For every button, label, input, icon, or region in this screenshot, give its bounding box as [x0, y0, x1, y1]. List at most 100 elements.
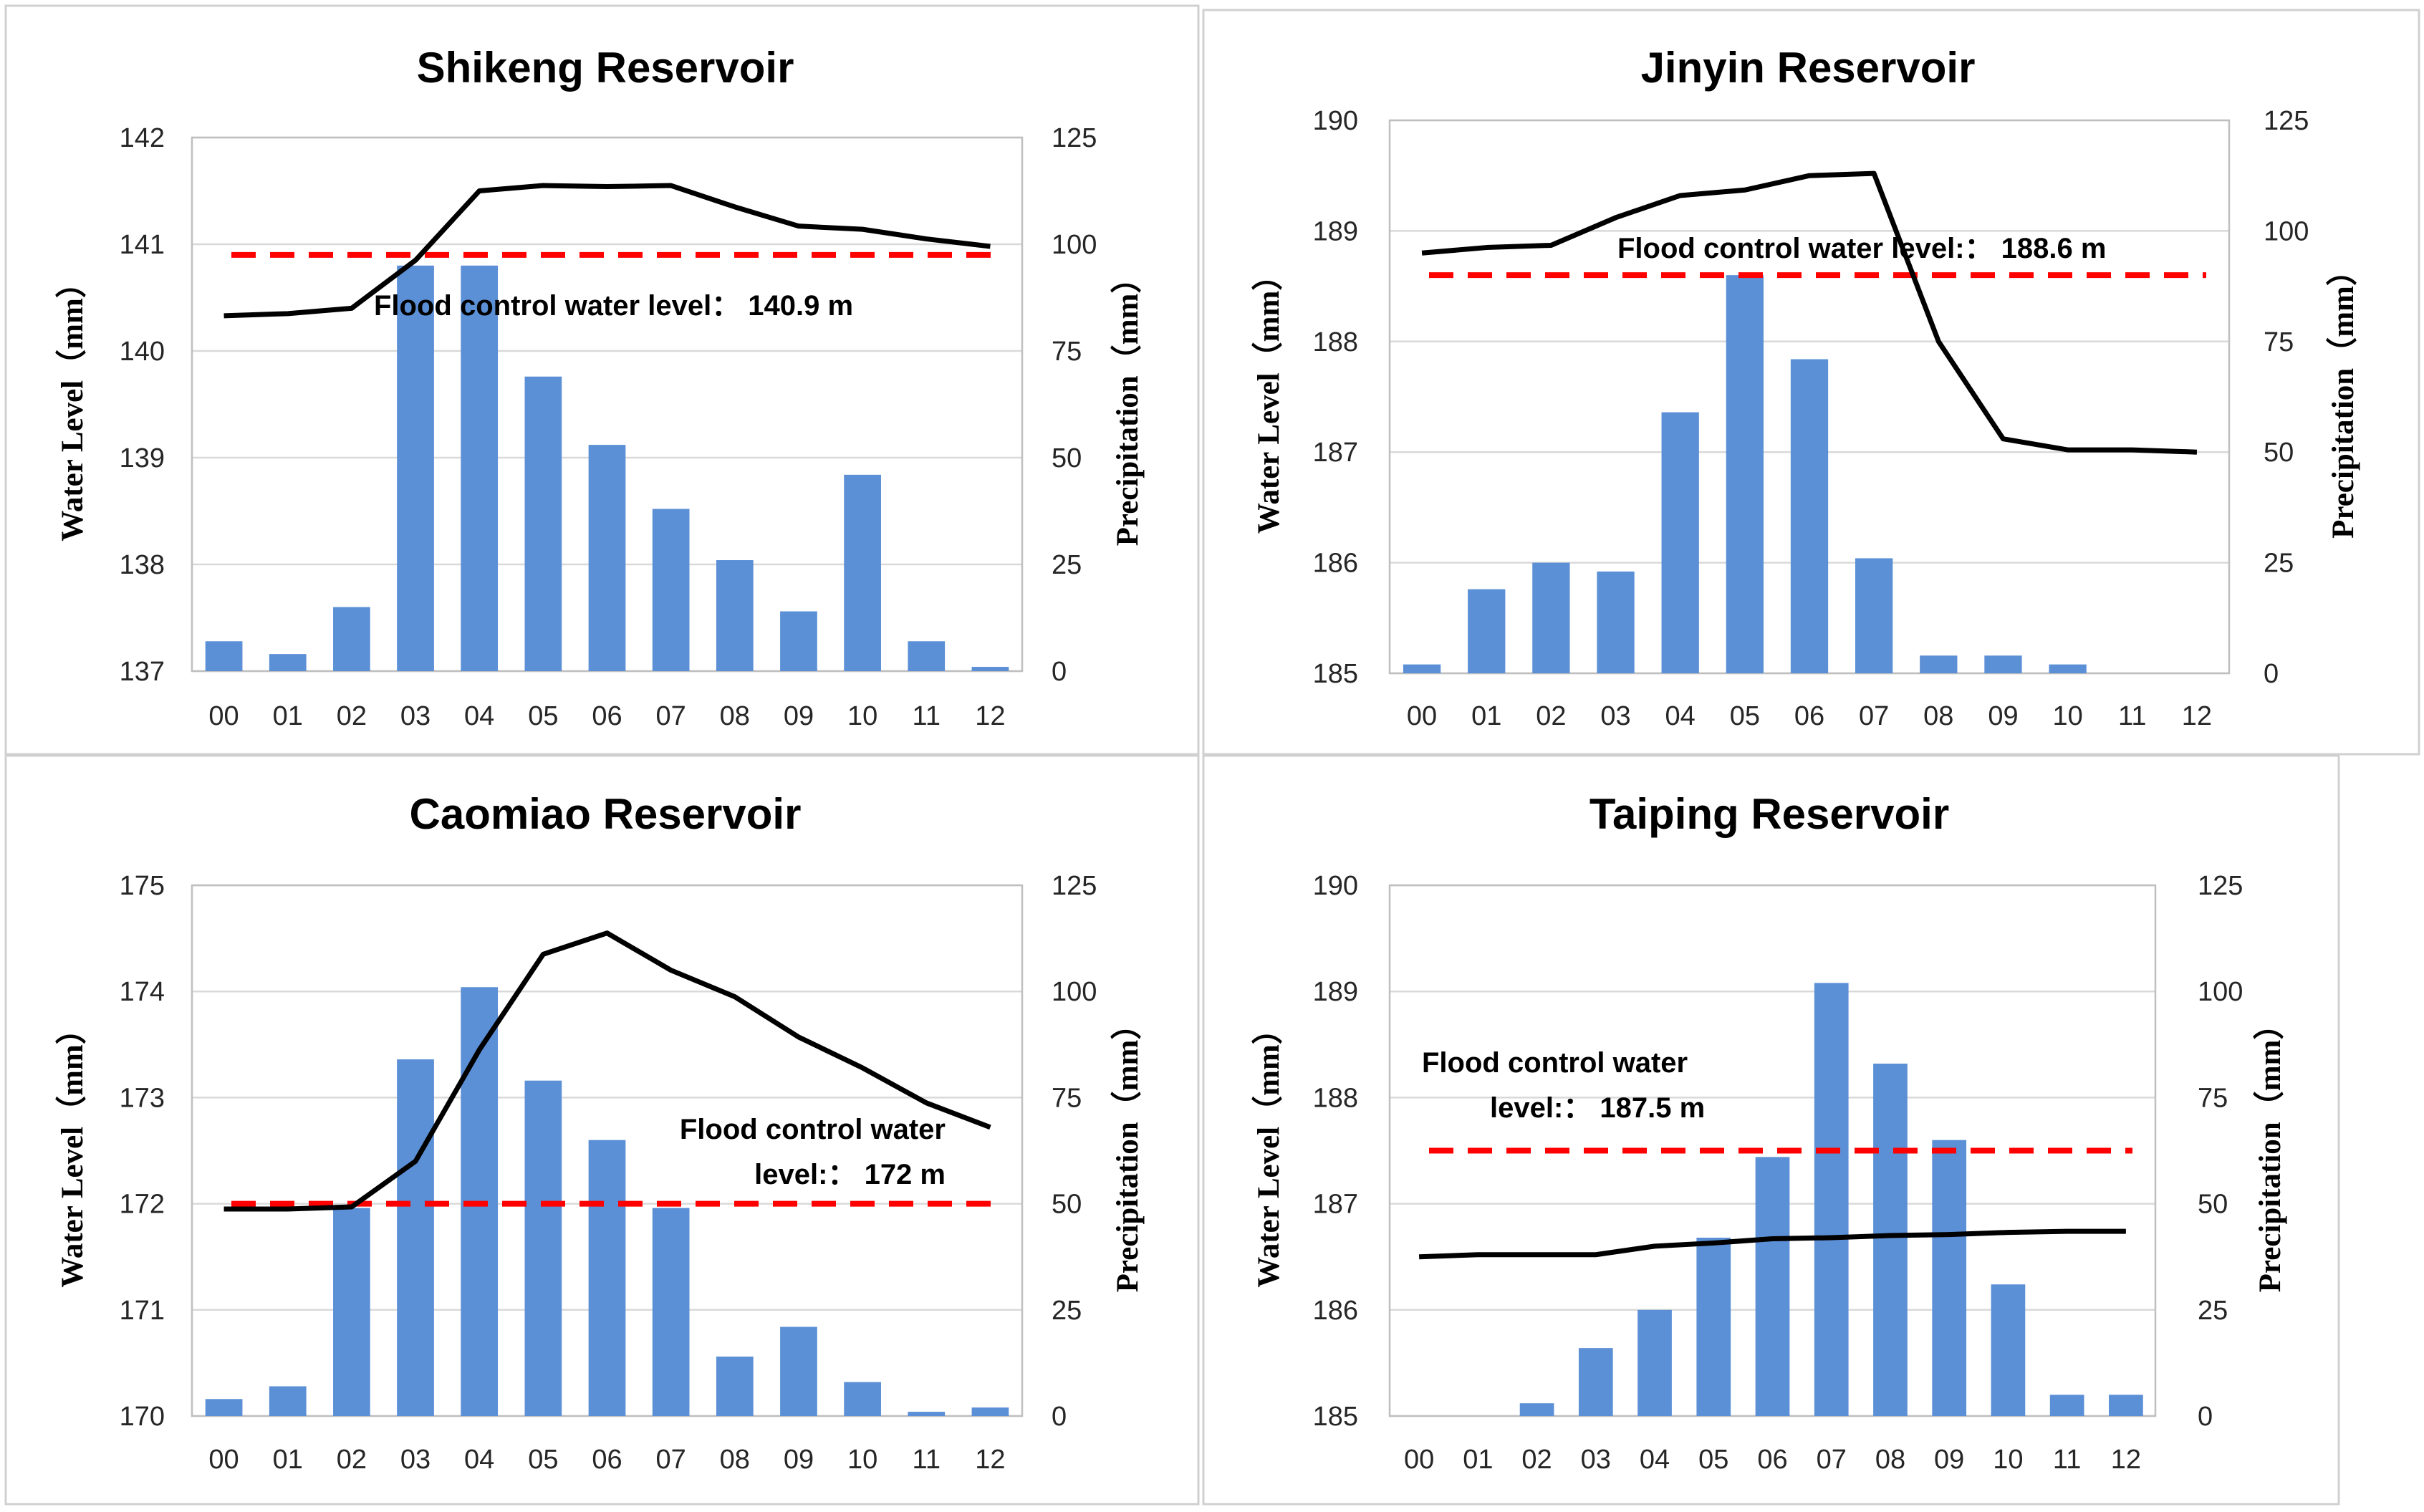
- precip-bar-12: [971, 1407, 1009, 1416]
- precip-bar-06: [1755, 1157, 1790, 1416]
- precip-bar-09: [1932, 1140, 1967, 1416]
- precip-bar-11: [908, 1412, 946, 1416]
- precip-bar-00: [205, 1399, 243, 1416]
- precip-bar-01: [269, 654, 307, 671]
- left-tick-label: 188: [1313, 327, 1358, 357]
- left-tick-label: 142: [120, 123, 165, 153]
- precip-bar-04: [461, 265, 499, 671]
- precip-bar-08: [1873, 1063, 1908, 1416]
- y2-axis-title: Precipitation（mm）: [2253, 1009, 2287, 1293]
- left-tick-label: 170: [120, 1402, 165, 1432]
- precip-bar-02: [333, 1208, 370, 1416]
- precip-bar-02: [1519, 1403, 1554, 1416]
- precip-bar-10: [1991, 1284, 2026, 1416]
- x-tick-label: 09: [784, 1445, 814, 1475]
- x-tick-label: 07: [656, 1445, 686, 1475]
- left-tick-label: 189: [1313, 216, 1358, 246]
- x-tick-label: 05: [1730, 701, 1760, 731]
- precip-bar-07: [1814, 983, 1849, 1416]
- x-tick-label: 07: [656, 701, 686, 731]
- left-tick-label: 186: [1313, 1296, 1358, 1326]
- y2-axis-title: Precipitation（mm）: [2326, 255, 2360, 539]
- precip-bar-10: [844, 474, 881, 671]
- flood-level-label: Flood control water level:： 188.6 m: [1617, 233, 2106, 264]
- x-tick-label: 08: [720, 701, 750, 731]
- x-tick-label: 00: [208, 1445, 239, 1475]
- left-tick-label: 188: [1313, 1083, 1358, 1113]
- precip-bar-05: [524, 376, 562, 671]
- precip-bar-05: [524, 1080, 562, 1416]
- x-tick-label: 01: [273, 1445, 303, 1475]
- precip-bar-08: [716, 1357, 754, 1416]
- y-axis-title: Water Level（mm）: [55, 1013, 90, 1288]
- chart-title: Taiping Reservoir: [1589, 790, 1949, 838]
- x-tick-label: 03: [1581, 1445, 1611, 1475]
- x-tick-label: 02: [337, 701, 367, 731]
- right-tick-label: 125: [2264, 106, 2309, 136]
- y2-axis-title: Precipitation（mm）: [1110, 263, 1145, 546]
- y-axis-title: Water Level（mm）: [1251, 1013, 1286, 1288]
- right-tick-label: 25: [1052, 550, 1082, 580]
- flood-level-label-line2: level:： 187.5 m: [1490, 1092, 1705, 1124]
- x-tick-label: 04: [464, 1445, 494, 1475]
- x-tick-label: 09: [1988, 701, 2018, 731]
- left-tick-label: 138: [120, 550, 165, 580]
- right-tick-label: 75: [1052, 337, 1082, 367]
- precip-bar-11: [908, 641, 946, 671]
- x-tick-label: 04: [1665, 701, 1696, 731]
- right-tick-label: 100: [2264, 216, 2309, 246]
- x-tick-label: 12: [2182, 701, 2212, 731]
- right-tick-label: 125: [2198, 871, 2243, 901]
- y-axis-title: Water Level（mm）: [1251, 260, 1286, 534]
- left-tick-label: 139: [120, 443, 165, 473]
- x-tick-label: 07: [1817, 1445, 1847, 1475]
- water-level-line: [1418, 1228, 2126, 1260]
- left-tick-label: 174: [120, 977, 165, 1007]
- right-tick-label: 75: [2198, 1083, 2228, 1113]
- precip-bar-07: [652, 1208, 690, 1416]
- left-tick-label: 190: [1313, 106, 1358, 136]
- x-tick-label: 12: [2111, 1445, 2141, 1475]
- left-tick-label: 171: [120, 1296, 165, 1326]
- x-tick-label: 06: [592, 1445, 622, 1475]
- precip-bar-12: [2109, 1395, 2143, 1416]
- water-level-line: [223, 183, 991, 319]
- left-tick-label: 186: [1313, 549, 1358, 579]
- x-tick-label: 02: [1536, 701, 1566, 731]
- x-tick-label: 10: [847, 701, 877, 731]
- right-tick-label: 0: [2264, 659, 2279, 689]
- x-tick-label: 03: [1600, 701, 1630, 731]
- chart-title: Jinyin Reservoir: [1641, 44, 1976, 92]
- precip-bar-03: [1597, 571, 1635, 673]
- left-tick-label: 140: [120, 337, 165, 367]
- precip-bar-03: [397, 1059, 434, 1416]
- x-tick-label: 09: [1934, 1445, 1964, 1475]
- precip-bar-00: [1403, 664, 1441, 673]
- right-tick-label: 50: [1052, 443, 1082, 473]
- right-tick-label: 50: [2198, 1190, 2228, 1220]
- right-tick-label: 125: [1052, 123, 1097, 153]
- precip-bar-06: [1790, 359, 1829, 673]
- precip-bar-01: [1468, 589, 1506, 673]
- x-tick-label: 04: [1640, 1445, 1670, 1475]
- x-tick-label: 06: [1794, 701, 1824, 731]
- x-tick-label: 01: [1471, 701, 1501, 731]
- y2-axis-title: Precipitation（mm）: [1110, 1009, 1145, 1293]
- x-tick-label: 10: [2052, 701, 2082, 731]
- x-tick-label: 09: [784, 701, 814, 731]
- water-level-line: [1421, 170, 2198, 455]
- precip-bar-10: [2049, 664, 2087, 673]
- precip-bar-09: [780, 611, 817, 671]
- right-tick-label: 25: [2198, 1296, 2228, 1326]
- precip-bar-12: [971, 667, 1009, 671]
- left-tick-label: 137: [120, 657, 165, 687]
- precip-bar-09: [1984, 655, 2022, 673]
- precip-bar-10: [844, 1382, 881, 1416]
- flood-level-label-line2: level:： 172 m: [754, 1159, 946, 1190]
- y-axis-title: Water Level（mm）: [55, 267, 90, 541]
- left-tick-label: 190: [1313, 871, 1358, 901]
- x-tick-label: 03: [400, 1445, 431, 1475]
- x-tick-label: 06: [1757, 1445, 1787, 1475]
- right-tick-label: 100: [1052, 977, 1097, 1007]
- water-level-line: [223, 930, 991, 1212]
